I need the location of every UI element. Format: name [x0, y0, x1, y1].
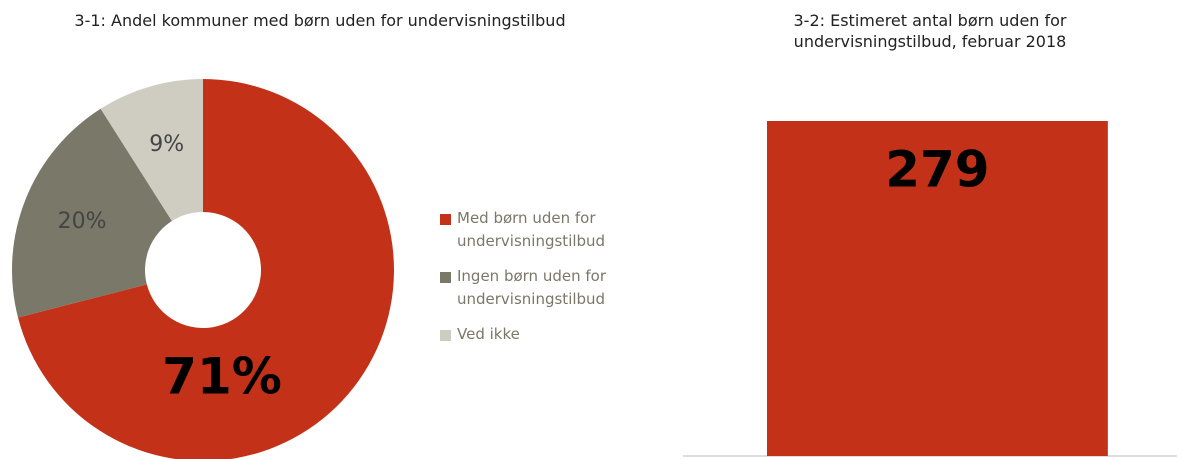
chart-title: 3-1: Andel kommuner med børn uden for un…: [74, 11, 566, 30]
donut-slice: [18, 79, 394, 459]
data-label: 279: [885, 141, 989, 199]
legend: Med børn uden for undervisningstilbud Ing…: [440, 207, 670, 358]
legend-swatch: [440, 330, 451, 341]
legend-label: Med børn uden for undervisningstilbud: [457, 209, 606, 250]
legend-item: Ved ikke: [440, 323, 670, 346]
bar: [766, 121, 1108, 456]
donut-slice: [11, 108, 172, 318]
legend-swatch: [440, 214, 451, 225]
legend-item: Med børn uden for undervisningstilbud: [440, 207, 670, 253]
legend-label: Ved ikke: [457, 325, 520, 343]
data-label: 20%: [58, 209, 107, 234]
legend-swatch: [440, 272, 451, 283]
data-label: 71%: [162, 348, 282, 406]
data-label: 9%: [149, 132, 184, 157]
donut-slice: [100, 79, 203, 222]
chart-title: 3-2: Estimeret antal børn uden for under…: [793, 11, 1067, 51]
legend-item: Ingen børn uden for undervisningstilbud: [440, 265, 670, 311]
legend-label: Ingen børn uden for undervisningstilbud: [457, 267, 606, 308]
